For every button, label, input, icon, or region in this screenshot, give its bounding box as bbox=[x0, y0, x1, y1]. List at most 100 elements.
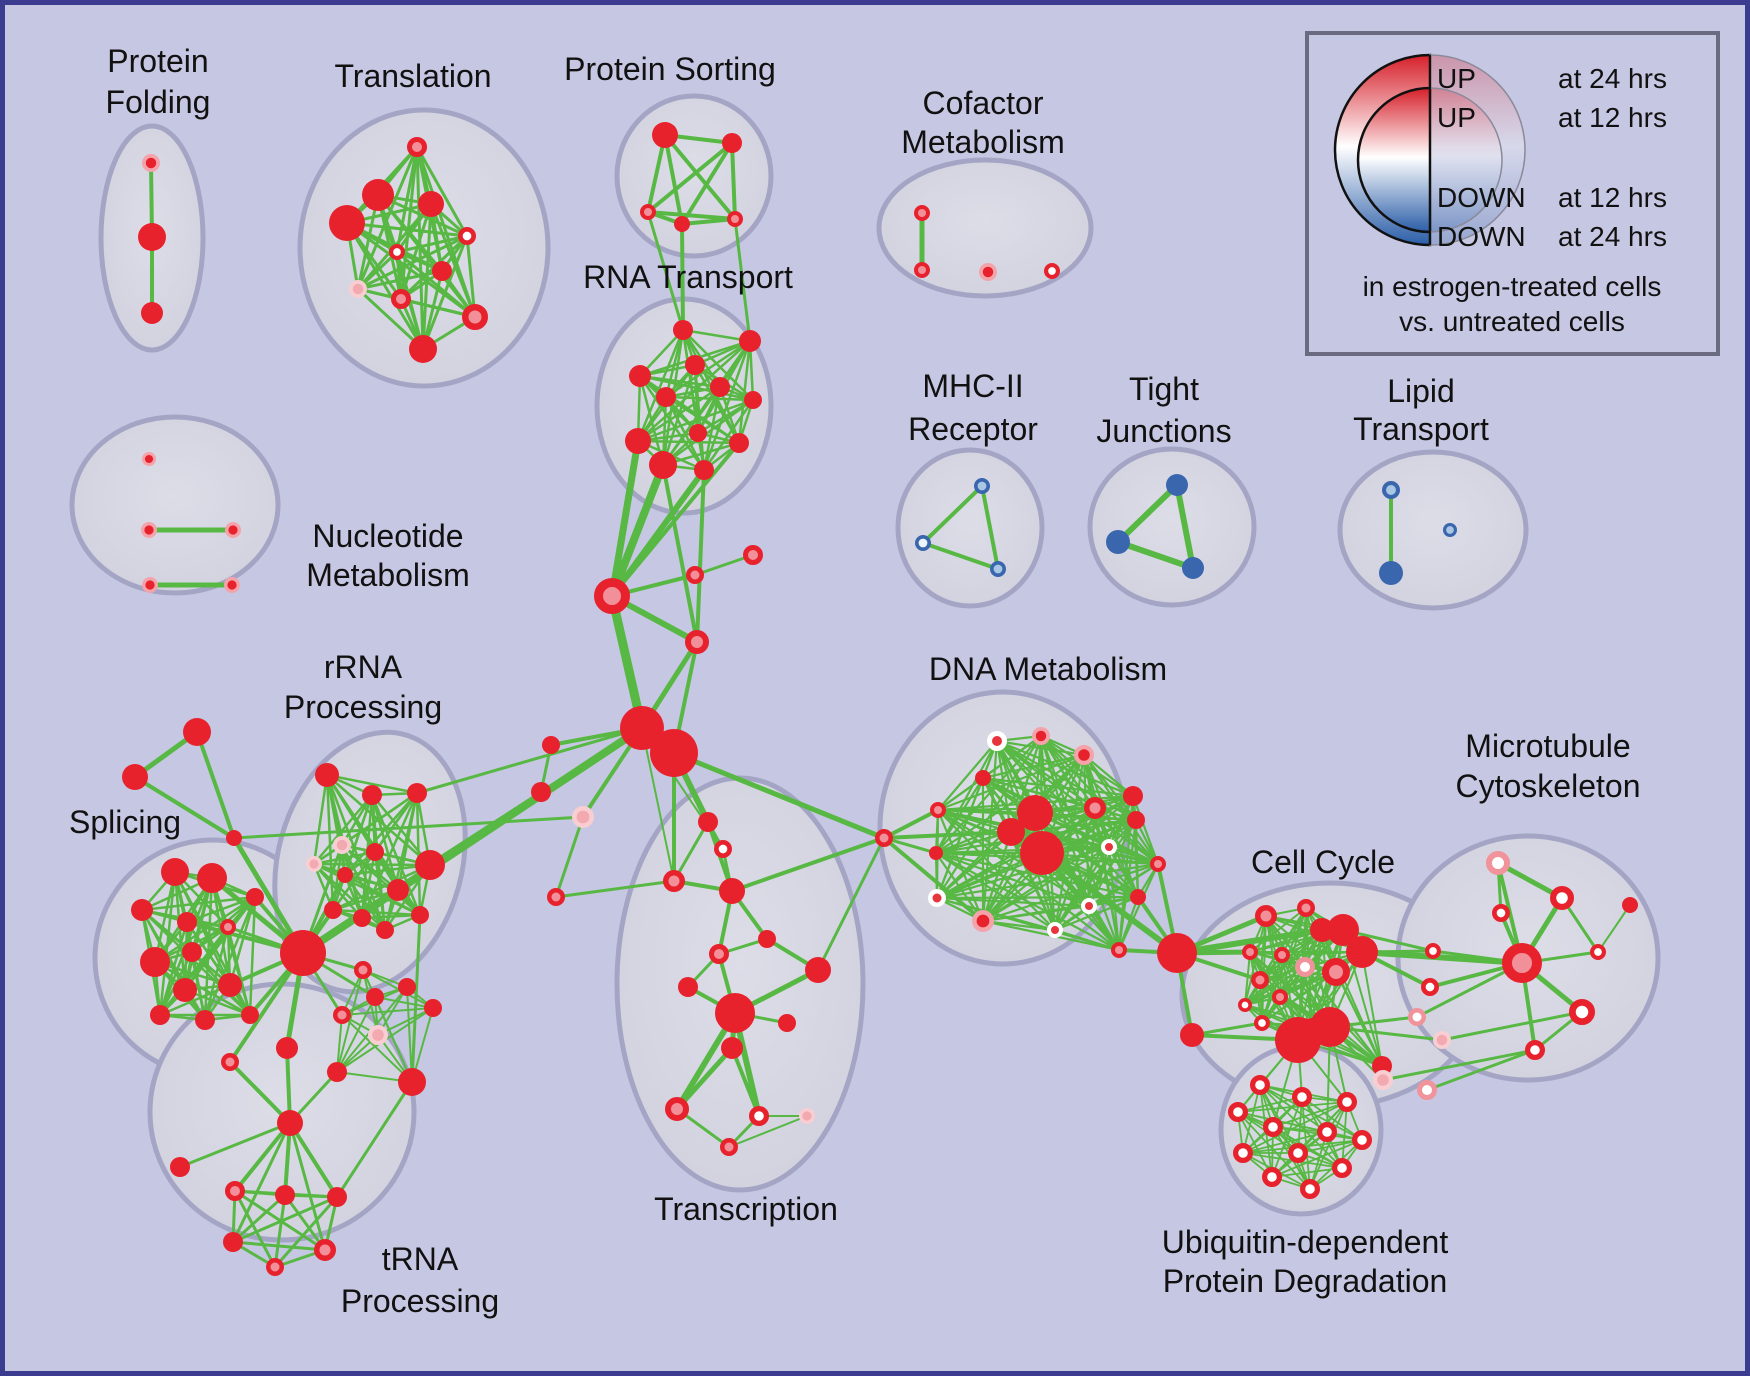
network-node-mt7 bbox=[1524, 1039, 1545, 1060]
network-edge bbox=[661, 463, 699, 644]
network-edge bbox=[248, 895, 257, 1017]
network-edge bbox=[981, 830, 1013, 923]
network-node-st1 bbox=[122, 764, 148, 790]
network-edge bbox=[370, 793, 422, 917]
network-node-sp10 bbox=[173, 978, 197, 1002]
network-node-dm20 bbox=[1157, 933, 1197, 973]
network-node-rt10 bbox=[649, 451, 677, 479]
network-edge bbox=[1281, 954, 1313, 1031]
network-edge bbox=[325, 773, 335, 912]
network-edge bbox=[1495, 860, 1565, 901]
network-edge bbox=[331, 863, 432, 912]
network-node-sp9 bbox=[140, 947, 170, 977]
network-node-rt1 bbox=[739, 330, 761, 352]
network-node-dm21 bbox=[1180, 1023, 1204, 1047]
network-edge bbox=[695, 468, 706, 644]
network-node-tc4 bbox=[709, 944, 729, 964]
network-node-br1 bbox=[366, 988, 384, 1006]
network-node-n0 bbox=[142, 452, 157, 467]
network-node-mt4 bbox=[1502, 943, 1542, 983]
network-node-dm11 bbox=[1101, 839, 1117, 855]
network-edge bbox=[636, 328, 685, 443]
cluster-label-protein-folding: Protein Folding bbox=[106, 43, 211, 120]
network-edge bbox=[273, 1195, 339, 1269]
network-node-cc18 bbox=[1420, 978, 1439, 997]
network-node-br7 bbox=[398, 1068, 426, 1096]
network-edge bbox=[356, 234, 469, 291]
network-edge bbox=[231, 1240, 327, 1252]
network-node-cc10 bbox=[1272, 989, 1288, 1005]
network-node-l0 bbox=[1382, 480, 1401, 499]
network-node-rt5 bbox=[710, 377, 730, 397]
legend-caption-line1: in estrogen-treated cells bbox=[1363, 271, 1662, 302]
network-edge bbox=[661, 398, 755, 467]
cluster-label-translation: Translation bbox=[334, 58, 491, 94]
network-node-sp13 bbox=[195, 1010, 215, 1030]
network-node-tr7 bbox=[349, 280, 368, 299]
network-node-tc2 bbox=[663, 870, 685, 892]
network-edge bbox=[646, 133, 667, 214]
network-node-rr5 bbox=[337, 867, 353, 883]
network-edge bbox=[415, 726, 644, 795]
network-edge bbox=[730, 836, 886, 893]
network-node-tn8 bbox=[266, 1258, 284, 1276]
network-node-cc15 bbox=[1275, 1017, 1321, 1063]
network-edge bbox=[203, 895, 257, 1022]
network-edge bbox=[1115, 482, 1180, 545]
network-edge bbox=[370, 793, 400, 892]
network-edge bbox=[664, 339, 752, 399]
legend-row-up24-direction: UP bbox=[1437, 63, 1476, 94]
network-edge bbox=[360, 913, 422, 920]
network-node-rr1 bbox=[362, 785, 382, 805]
network-node-mt8 bbox=[1622, 897, 1638, 913]
network-edge bbox=[882, 808, 940, 840]
network-edge bbox=[1597, 904, 1631, 953]
network-edge bbox=[383, 791, 419, 932]
network-node-rt6 bbox=[744, 391, 762, 409]
network-edge bbox=[663, 133, 737, 221]
network-edge bbox=[1249, 907, 1307, 953]
network-node-cc8 bbox=[1346, 936, 1378, 968]
network-edge bbox=[331, 908, 422, 917]
network-node-sp3 bbox=[131, 899, 153, 921]
network-node-ps2 bbox=[640, 204, 656, 220]
network-node-tn3 bbox=[170, 1157, 190, 1177]
network-node-dm17 bbox=[1130, 889, 1146, 905]
network-edge bbox=[816, 836, 886, 972]
network-node-dm10 bbox=[1084, 797, 1106, 819]
network-node-dm15 bbox=[971, 909, 994, 932]
network-edge bbox=[158, 983, 232, 1017]
network-node-rr11 bbox=[376, 921, 394, 939]
network-node-rt7 bbox=[689, 424, 707, 442]
legend-row-up24-time: at 24 hrs bbox=[1558, 63, 1667, 94]
network-node-tc1 bbox=[714, 840, 733, 859]
network-edge bbox=[935, 776, 985, 900]
network-node-n2 bbox=[224, 521, 241, 538]
network-edge bbox=[395, 250, 477, 319]
network-edge bbox=[737, 339, 752, 445]
network-node-tn5 bbox=[275, 1185, 295, 1205]
legend: UP at 24 hrs UP at 12 hrs DOWN at 12 hrs… bbox=[1305, 31, 1720, 356]
network-node-rt2 bbox=[629, 365, 651, 387]
network-edge bbox=[680, 141, 734, 226]
network-edge bbox=[681, 328, 755, 402]
legend-glyph bbox=[1333, 53, 1526, 247]
network-edge bbox=[356, 269, 444, 291]
network-edge bbox=[995, 739, 1111, 849]
network-node-cc9 bbox=[1251, 971, 1269, 989]
network-edge bbox=[356, 193, 380, 291]
network-node-rt4 bbox=[656, 387, 676, 407]
network-node-cc4 bbox=[1242, 944, 1258, 960]
network-node-ub4 bbox=[1262, 1116, 1283, 1137]
legend-row-down12-time: at 12 hrs bbox=[1558, 182, 1667, 213]
network-edge bbox=[636, 439, 741, 445]
network-edge bbox=[1242, 1101, 1348, 1154]
network-node-sp2 bbox=[197, 863, 227, 893]
network-node-tr2 bbox=[418, 191, 444, 217]
network-node-ub7 bbox=[1232, 1142, 1253, 1163]
network-edge bbox=[377, 1007, 434, 1036]
network-edge bbox=[693, 553, 755, 577]
network-node-sp5 bbox=[220, 919, 236, 935]
network-node-sp6 bbox=[246, 888, 264, 906]
